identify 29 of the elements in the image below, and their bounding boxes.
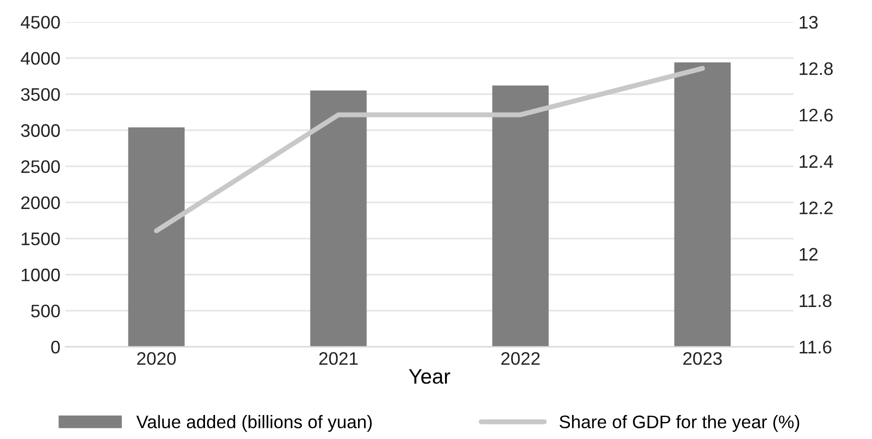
y-tick-label: 2500 [21,160,60,174]
y2-tick-label: 12.4 [800,155,833,168]
x-tick-label: 2020 [137,352,176,365]
y2-tick-label: 13 [800,16,818,29]
y-tick-label: 500 [31,304,60,318]
legend-label: Value added (billions of yuan) [136,415,372,432]
y2-tick-label: 11.6 [800,340,832,354]
y-tick-label: 4000 [20,52,60,65]
y-tick-label: 3000 [21,124,60,137]
bar [674,62,731,347]
bar [310,90,367,347]
y-tick-label: 1000 [22,268,60,282]
y2-tick-label: 12.8 [800,62,833,76]
y2-tick-label: 12.2 [800,202,833,214]
x-tick-label: 2022 [501,352,540,365]
y-tick-label: 3500 [21,88,60,101]
y-tick-label: 0 [51,340,60,354]
y2-tick-label: 11.8 [800,294,832,308]
x-axis-title: Year [408,369,450,384]
legend-label: Share of GDP for the year (%) [560,415,800,432]
x-tick-label: 2023 [683,352,722,365]
y2-tick-label: 12.6 [800,108,833,122]
y-tick-label: 4500 [20,16,60,29]
bar [128,127,185,347]
y2-tick-label: 12 [800,248,818,261]
x-tick-label: 2021 [319,352,358,365]
y-tick-label: 2000 [21,196,60,210]
y-tick-label: 1500 [22,232,60,246]
bar [492,85,549,347]
